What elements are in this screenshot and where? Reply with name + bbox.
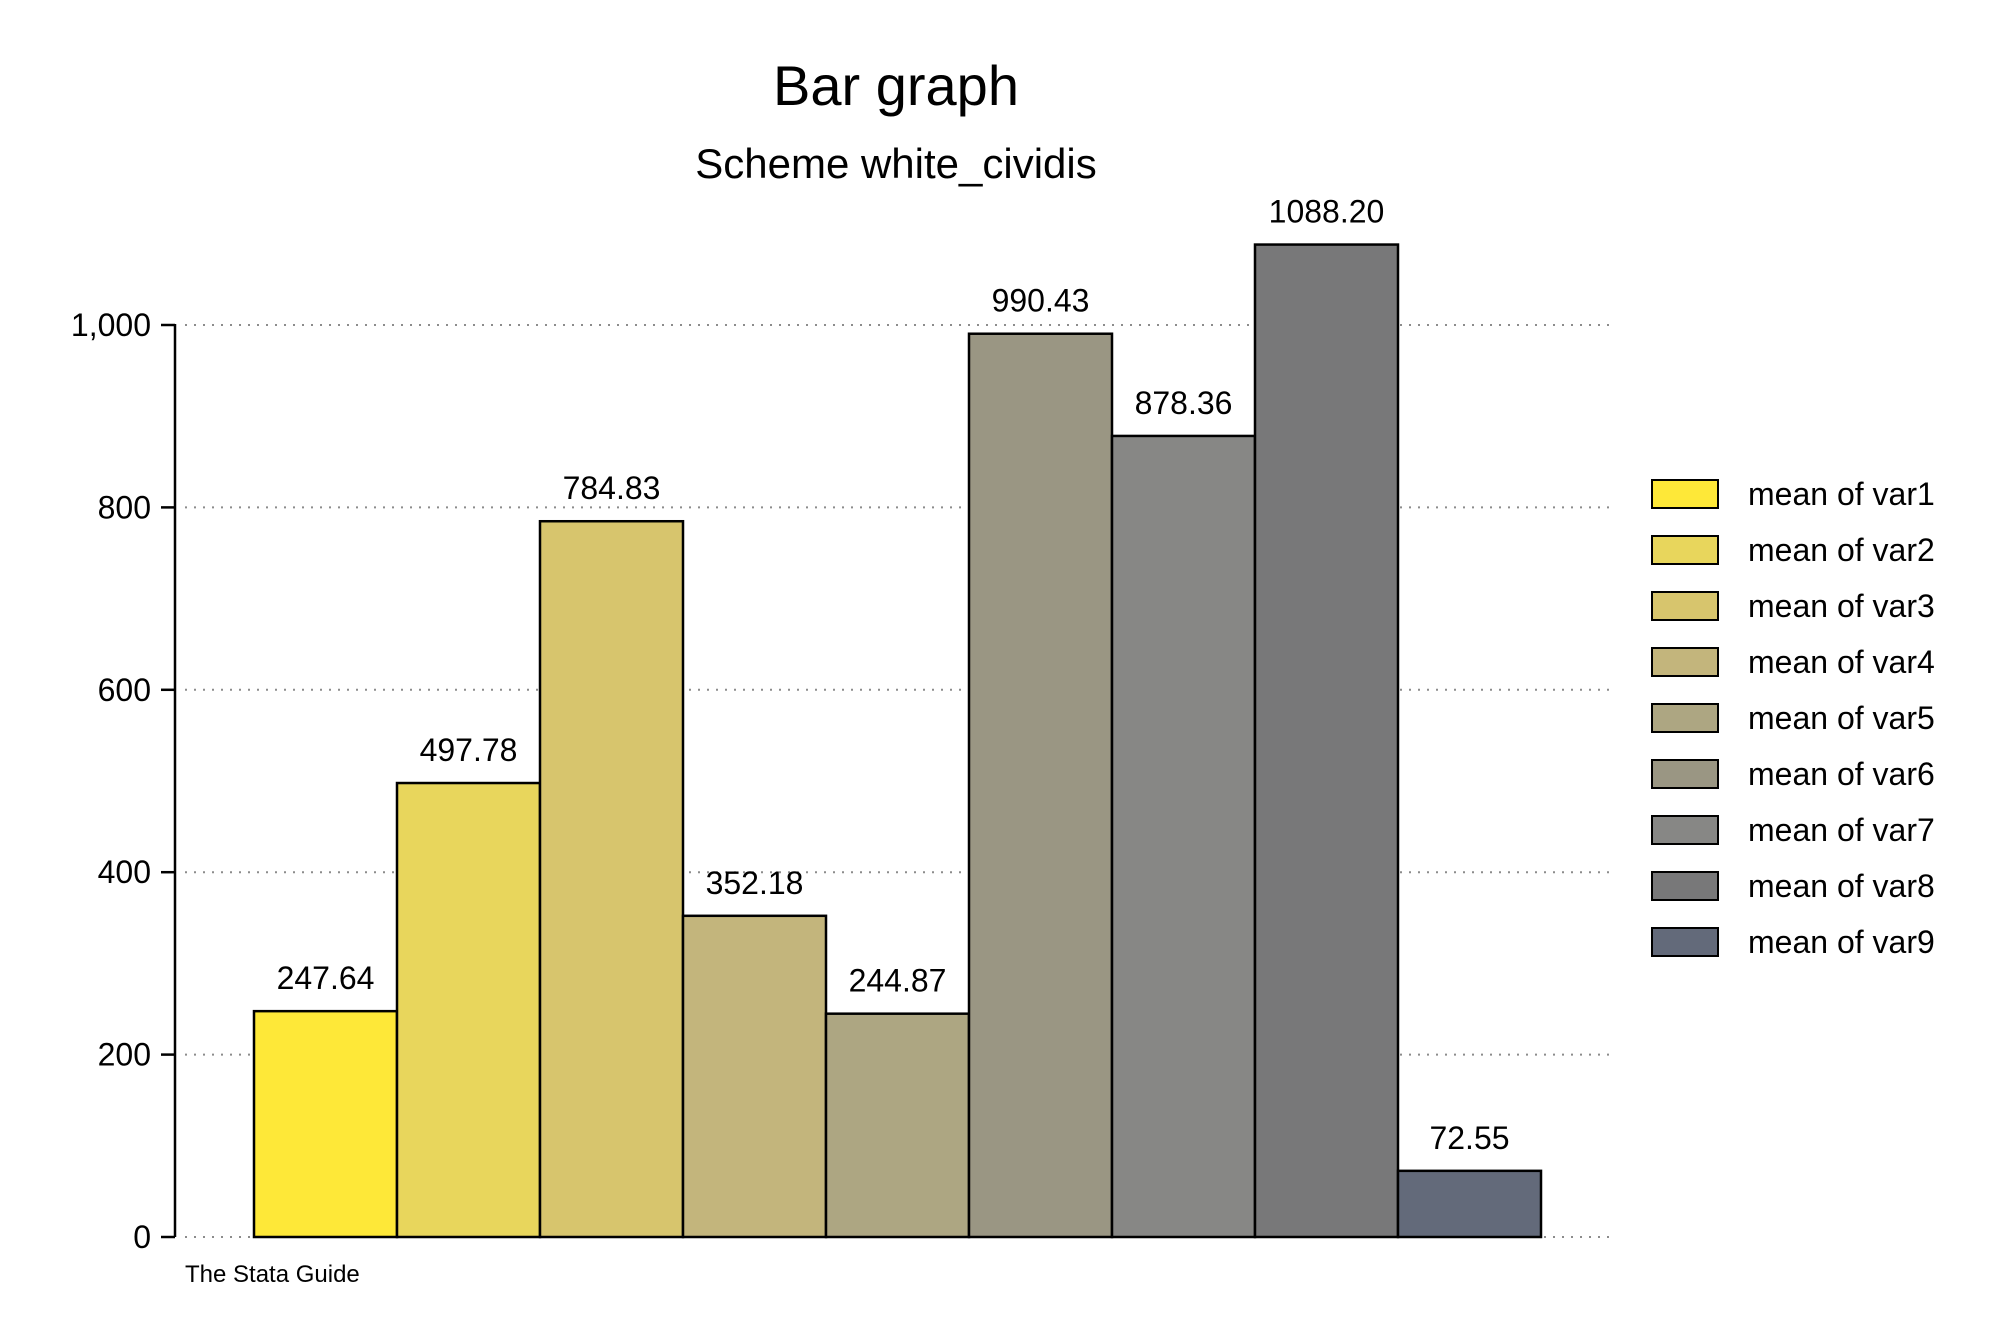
legend-label: mean of var8	[1748, 868, 1935, 904]
legend-swatch	[1651, 591, 1719, 621]
legend-swatch	[1651, 479, 1719, 509]
bars	[252, 243, 1543, 1239]
bar-var6	[967, 332, 1114, 1239]
bar-var3	[538, 519, 685, 1239]
legend-item: mean of var7	[1651, 812, 1935, 848]
bar-var7	[1110, 434, 1257, 1239]
legend-label: mean of var6	[1748, 756, 1935, 792]
chart-title: Bar graph	[773, 54, 1019, 117]
bar-value-label: 1088.20	[1269, 194, 1385, 230]
bar-var1	[252, 1009, 399, 1239]
legend-label: mean of var4	[1748, 644, 1935, 680]
legend-swatch	[1651, 759, 1719, 789]
y-tick-label: 200	[98, 1037, 151, 1073]
chart-note: The Stata Guide	[185, 1261, 360, 1288]
y-tick-label: 600	[98, 672, 151, 708]
bar-value-label: 878.36	[1135, 385, 1233, 421]
bar-value-label: 244.87	[849, 963, 947, 999]
bar-var2	[395, 781, 542, 1239]
chart-subtitle: Scheme white_cividis	[695, 140, 1097, 187]
y-tick-label: 0	[133, 1219, 151, 1255]
legend-item: mean of var6	[1651, 756, 1935, 792]
legend: mean of var1 mean of var2 mean of var3 mean…	[1651, 476, 1935, 960]
y-tick-label: 800	[98, 489, 151, 525]
legend-swatch	[1651, 647, 1719, 677]
bar-var9	[1396, 1169, 1543, 1239]
legend-label: mean of var7	[1748, 812, 1935, 848]
bar-value-label: 352.18	[706, 865, 804, 901]
legend-item: mean of var3	[1651, 588, 1935, 624]
legend-item: mean of var2	[1651, 532, 1935, 568]
legend-label: mean of var9	[1748, 924, 1935, 960]
bar-value-label: 497.78	[420, 732, 518, 768]
legend-swatch	[1651, 703, 1719, 733]
legend-item: mean of var9	[1651, 924, 1935, 960]
legend-label: mean of var1	[1748, 476, 1935, 512]
bar-value-label: 72.55	[1429, 1120, 1509, 1156]
bar-var8	[1253, 243, 1400, 1239]
bar-value-label: 990.43	[992, 283, 1090, 319]
bar-value-label: 247.64	[277, 960, 375, 996]
legend-item: mean of var5	[1651, 700, 1935, 736]
legend-swatch	[1651, 815, 1719, 845]
legend-item: mean of var4	[1651, 644, 1935, 680]
legend-swatch	[1651, 927, 1719, 957]
legend-label: mean of var2	[1748, 532, 1935, 568]
legend-item: mean of var8	[1651, 868, 1935, 904]
legend-swatch	[1651, 535, 1719, 565]
legend-label: mean of var5	[1748, 700, 1935, 736]
bar-var5	[824, 1012, 971, 1239]
bar-value-labels: 247.64 497.78 784.83 352.18 244.87 990.43 878.…	[277, 194, 1510, 1156]
bar-value-label: 784.83	[563, 470, 661, 506]
y-tick-label: 1,000	[71, 307, 151, 343]
y-tick-label: 400	[98, 854, 151, 890]
legend-swatch	[1651, 871, 1719, 901]
legend-item: mean of var1	[1651, 476, 1935, 512]
legend-label: mean of var3	[1748, 588, 1935, 624]
bar-var4	[681, 914, 828, 1239]
y-axis-ticks: 0 200 400 600 800 1,000	[71, 307, 175, 1255]
